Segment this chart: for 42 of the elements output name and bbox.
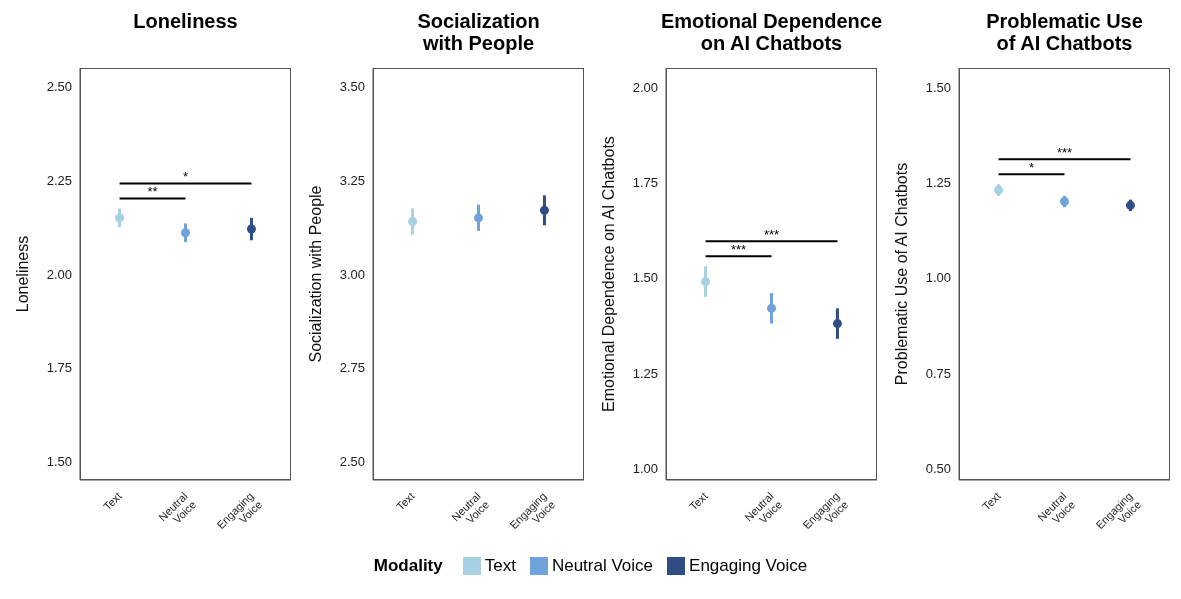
legend-label: Engaging Voice — [689, 556, 808, 576]
y-tick-label: 2.00 — [632, 79, 658, 95]
annotation: * — [182, 169, 189, 185]
x-tick-label: Text — [687, 489, 710, 513]
y-tick-label: 2.75 — [339, 360, 365, 376]
legend-title: Modality — [373, 556, 443, 576]
y-tick-label: 3.50 — [339, 79, 365, 95]
y-tick-label: 1.75 — [632, 175, 658, 191]
y-tick-label: 3.00 — [339, 266, 365, 282]
y-tick-label: 0.50 — [925, 461, 951, 477]
annotation: *** — [730, 242, 747, 258]
y-tick-label: 1.75 — [46, 360, 72, 376]
y-tick-label: 1.50 — [46, 453, 72, 469]
y-tick-label: 1.00 — [632, 461, 658, 477]
y-tick-label: 0.75 — [925, 365, 951, 381]
y-tick-label: 2.00 — [46, 266, 72, 282]
chart-title: Emotional Dependence on AI Chatbots — [659, 10, 884, 54]
annotation: *** — [1056, 145, 1073, 161]
x-tick-label: Text — [101, 489, 124, 513]
y-tick-label: 1.25 — [632, 365, 658, 381]
y-axis-title: Emotional Dependence on AI Chatbots — [599, 136, 617, 412]
y-tick-label: 2.25 — [46, 172, 72, 188]
y-axis-title: Loneliness — [13, 235, 31, 313]
y-axis-title: Problematic Use of AI Chatbots — [892, 162, 910, 386]
y-tick-label: 1.50 — [632, 270, 658, 286]
y-tick-label: 1.50 — [925, 79, 951, 95]
y-tick-label: 3.25 — [339, 172, 365, 188]
annotation: * — [1029, 160, 1035, 176]
y-tick-label: 2.50 — [46, 79, 72, 95]
x-tick-label: Text — [980, 489, 1003, 513]
chart-title: Loneliness — [132, 10, 239, 32]
annotation: *** — [763, 227, 780, 243]
chart-title: Socialization with People — [416, 10, 541, 54]
y-tick-label: 2.50 — [339, 453, 365, 469]
legend-label: Neutral Voice — [551, 556, 654, 576]
legend-label: Text — [484, 556, 516, 576]
y-axis-title: Socialization with People — [306, 185, 324, 363]
y-tick-label: 1.00 — [925, 270, 951, 286]
y-tick-label: 1.25 — [925, 175, 951, 191]
annotation: ** — [147, 184, 158, 200]
chart-title: Problematic Use of AI Chatbots — [985, 10, 1144, 54]
x-tick-label: Text — [394, 489, 417, 513]
